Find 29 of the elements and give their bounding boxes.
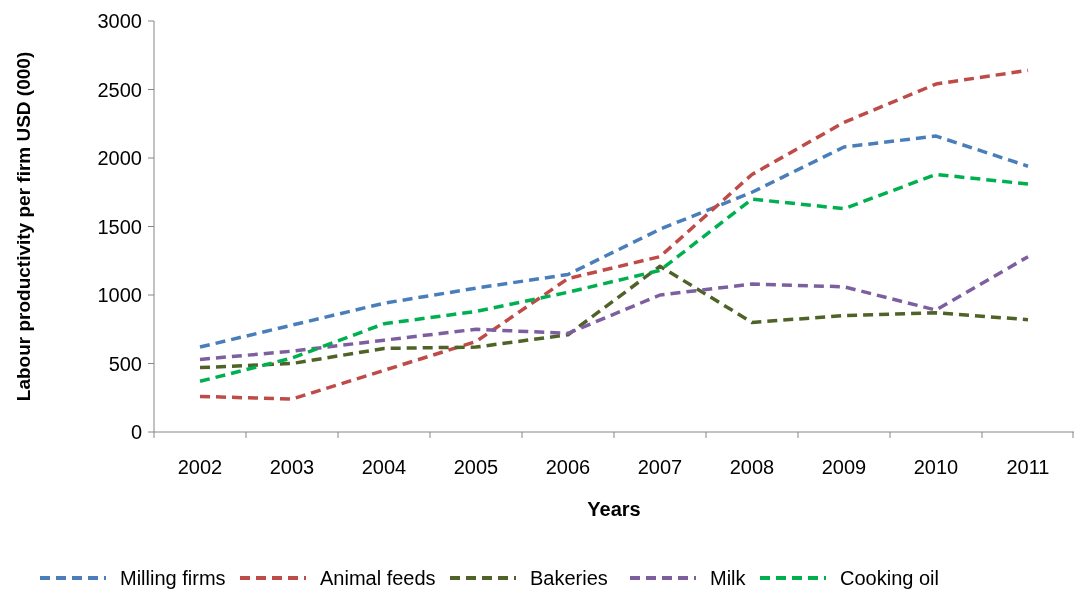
legend-label: Animal feeds: [320, 567, 436, 589]
x-tick-label: 2006: [545, 456, 591, 478]
line-series: [198, 254, 1030, 362]
y-tick-label: 500: [108, 352, 142, 375]
line-series: [198, 264, 1030, 370]
x-tick-label: 2010: [913, 456, 959, 478]
legend-label: Bakeries: [530, 567, 608, 589]
line-series: [198, 172, 1030, 384]
y-tick-label: 1500: [97, 215, 142, 238]
x-tick-label: 2008: [729, 456, 775, 478]
y-tick-label: 3000: [97, 10, 142, 32]
x-tick-label: 2005: [453, 456, 499, 478]
y-tick-label: 1000: [97, 284, 142, 306]
x-tick-label: 2009: [821, 456, 867, 478]
x-tick-label: 2011: [1006, 456, 1050, 478]
line-series: [198, 134, 1030, 349]
y-tick-label: 0: [130, 421, 142, 443]
legend-label: Milk: [710, 567, 747, 589]
y-tick-label: 2000: [97, 147, 142, 169]
y-tick-label: 2500: [97, 78, 142, 101]
x-axis-title: Years: [587, 498, 641, 520]
legend-label: Cooking oil: [840, 567, 939, 589]
y-axis-title: Labour productivity per firm USD (000): [13, 51, 34, 402]
line-series: [198, 68, 1030, 401]
x-tick-label: 2004: [361, 456, 407, 478]
legend-label: Milling firms: [120, 567, 226, 589]
x-tick-label: 2007: [637, 456, 683, 478]
x-tick-label: 2002: [177, 456, 223, 478]
x-tick-label: 2003: [269, 456, 315, 478]
